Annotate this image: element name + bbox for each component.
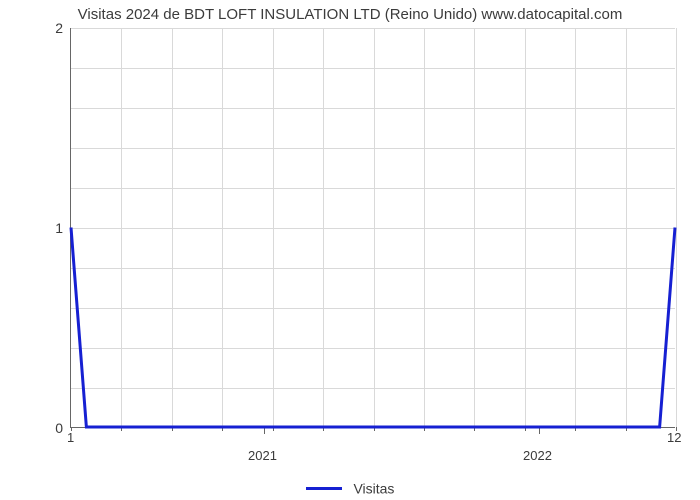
series-line [71, 28, 675, 427]
legend-label: Visitas [353, 480, 394, 496]
x-end-label-right: 12 [667, 430, 681, 445]
x-end-label-left: 1 [67, 430, 74, 445]
y-tick-label: 1 [33, 220, 63, 236]
legend-swatch [306, 487, 342, 490]
chart-title: Visitas 2024 de BDT LOFT INSULATION LTD … [0, 6, 700, 23]
gridline-v [676, 28, 677, 427]
y-tick-label: 2 [33, 20, 63, 36]
y-tick-label: 0 [33, 420, 63, 436]
x-tick-label: 2022 [523, 448, 552, 463]
legend: Visitas [0, 479, 700, 496]
plot-area [70, 28, 675, 428]
x-tick-label: 2021 [248, 448, 277, 463]
